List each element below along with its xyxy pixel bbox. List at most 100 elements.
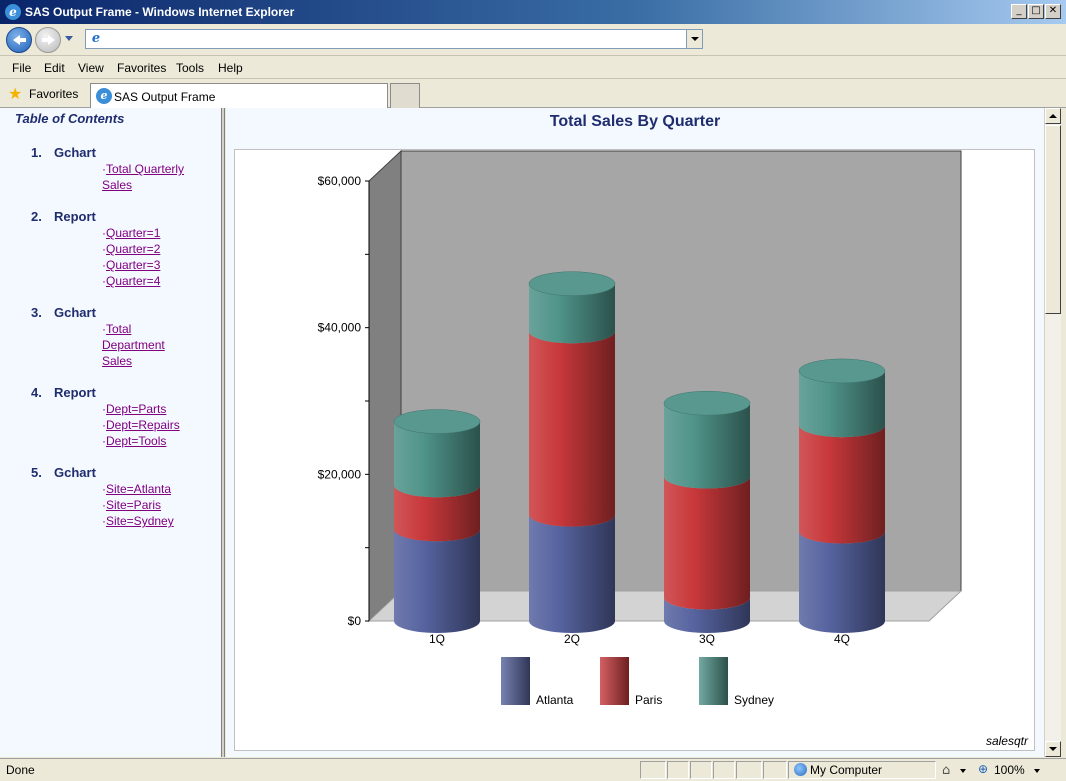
zoom-level[interactable]: 100% [994, 763, 1025, 777]
ie-tab-icon: e [96, 88, 112, 104]
output-pane: Total Sales By Quarter $0 $20,000 $40,000 $… [226, 108, 1044, 757]
scroll-up-button[interactable] [1045, 108, 1061, 124]
star-icon: ★ [8, 84, 23, 103]
legend-swatch-Sydney [699, 657, 728, 705]
table-of-contents-pane: Table of Contents 1. Gchart ·Total Quart… [0, 108, 222, 757]
toc-link-quarter-4[interactable]: ·Quarter=4 [102, 274, 161, 288]
minimize-button[interactable]: _ [1011, 4, 1027, 19]
status-cell [736, 761, 762, 779]
toc-section-number: 1. [31, 145, 42, 160]
bar-4Q-Paris [799, 425, 885, 544]
zone-cell [788, 761, 936, 779]
navigation-bar: e [0, 24, 1066, 56]
chart-footnote: salesqtr [985, 734, 1028, 748]
toc-link-total-department-sales[interactable]: ·Total Department Sales [102, 322, 165, 368]
scroll-thumb[interactable] [1045, 125, 1061, 314]
vertical-scrollbar[interactable] [1044, 108, 1061, 757]
protected-mode-dropdown-icon[interactable] [960, 769, 966, 773]
legend-swatch-Paris [600, 657, 629, 705]
address-bar: e [85, 29, 703, 49]
bar-group-4Q [798, 358, 886, 633]
y-axis: $0 $20,000 $40,000 $60,000 [318, 174, 370, 628]
bar-3Q-Paris [664, 476, 750, 610]
toc-link-dept-tools[interactable]: ·Dept=Tools [102, 434, 167, 448]
address-dropdown-button[interactable] [686, 30, 702, 48]
toc-link-quarter-2[interactable]: ·Quarter=2 [102, 242, 161, 256]
bar-4Q-Sydney [799, 370, 885, 438]
status-cell [690, 761, 712, 779]
bar-top-4Q [798, 358, 886, 384]
favorites-bar: ★ Favorites e SAS Output Frame [0, 80, 1066, 108]
sales-chart: $0 $20,000 $40,000 $60,000 1Q 2Q 3Q 4Q Atlanta… [318, 149, 963, 707]
bar-3Q-Sydney [664, 403, 750, 489]
chart-bars [393, 271, 886, 633]
back-button[interactable] [6, 27, 32, 53]
status-cell [640, 761, 666, 779]
status-text: Done [6, 763, 35, 777]
close-button[interactable]: ✕ [1045, 4, 1061, 19]
bar-top-1Q [393, 409, 481, 434]
chart-frame: $0 $20,000 $40,000 $60,000 1Q 2Q 3Q 4Q Atlanta… [234, 149, 1035, 751]
menu-favorites[interactable]: Favorites [117, 61, 167, 75]
forward-button[interactable] [35, 27, 61, 53]
bar-2Q-Paris [529, 331, 615, 527]
toc-link-dept-parts[interactable]: ·Dept=Parts [102, 402, 167, 416]
menu-tools[interactable]: Tools [176, 61, 205, 75]
frame-splitter[interactable] [222, 108, 225, 757]
toc-section-number: 3. [31, 305, 42, 320]
toc-section-name: Report [54, 209, 96, 224]
recent-pages-dropdown-icon[interactable] [65, 36, 73, 41]
status-cell [713, 761, 735, 779]
tab-label: SAS Output Frame [114, 90, 216, 104]
maximize-button[interactable]: □ [1028, 4, 1044, 19]
toc-section-name: Report [54, 385, 96, 400]
menu-view[interactable]: View [78, 61, 104, 75]
new-tab-button[interactable] [390, 83, 420, 108]
scroll-down-button[interactable] [1045, 741, 1061, 757]
bar-top-2Q [528, 271, 616, 296]
chart-legend: Atlanta Paris Sydney [501, 657, 774, 707]
toc-section-number: 5. [31, 465, 42, 480]
bar-1Q-Paris [394, 485, 480, 542]
ie-logo-icon: e [5, 4, 21, 20]
forward-arrow-icon [42, 33, 55, 47]
bar-2Q-Sydney [529, 283, 615, 344]
toc-link-total-quarterly-sales[interactable]: ·Total Quarterly Sales [102, 162, 185, 192]
toc-section-number: 2. [31, 209, 42, 224]
status-cell [667, 761, 689, 779]
x-tick-label: 4Q [834, 632, 850, 646]
toc-link-site-sydney[interactable]: ·Site=Sydney [102, 514, 174, 528]
zoom-dropdown-icon[interactable] [1034, 769, 1040, 773]
legend-label-Sydney: Sydney [734, 693, 774, 707]
window-title: SAS Output Frame - Windows Internet Expl… [25, 5, 295, 19]
zoom-icon[interactable]: ⊕ [978, 762, 989, 776]
menu-help[interactable]: Help [218, 61, 243, 75]
toc-link-site-paris[interactable]: ·Site=Paris [102, 498, 162, 512]
legend-label-Paris: Paris [635, 693, 662, 707]
status-cell [763, 761, 787, 779]
status-bar: Done My Computer ⌂ ⊕ 100% [0, 758, 1066, 781]
toc-link-site-atlanta[interactable]: ·Site=Atlanta [102, 482, 172, 496]
x-tick-label: 3Q [699, 632, 715, 646]
bar-1Q-Atlanta [394, 529, 480, 633]
back-arrow-icon [13, 33, 26, 47]
x-tick-label: 1Q [429, 632, 445, 646]
y-tick-label: $0 [348, 614, 362, 628]
bar-4Q-Atlanta [799, 531, 885, 633]
toc-link-quarter-1[interactable]: ·Quarter=1 [102, 226, 161, 240]
x-tick-label: 2Q [564, 632, 580, 646]
x-axis-labels: 1Q 2Q 3Q 4Q [429, 632, 850, 646]
toc-link-dept-repairs[interactable]: ·Dept=Repairs [102, 418, 180, 432]
menu-edit[interactable]: Edit [44, 61, 65, 75]
ie-page-icon: e [91, 31, 101, 46]
title-bar: e SAS Output Frame - Windows Internet Ex… [0, 0, 1066, 24]
y-tick-label: $40,000 [318, 321, 362, 335]
legend-swatch-Atlanta [501, 657, 530, 705]
protected-mode-icon[interactable]: ⌂ [942, 763, 951, 778]
tab-sas-output-frame[interactable]: e SAS Output Frame [90, 83, 388, 108]
menu-file[interactable]: File [12, 61, 32, 75]
toc-section-name: Gchart [54, 465, 96, 480]
toc-link-quarter-3[interactable]: ·Quarter=3 [102, 258, 161, 272]
y-tick-label: $20,000 [318, 467, 362, 481]
address-input[interactable] [106, 31, 686, 47]
